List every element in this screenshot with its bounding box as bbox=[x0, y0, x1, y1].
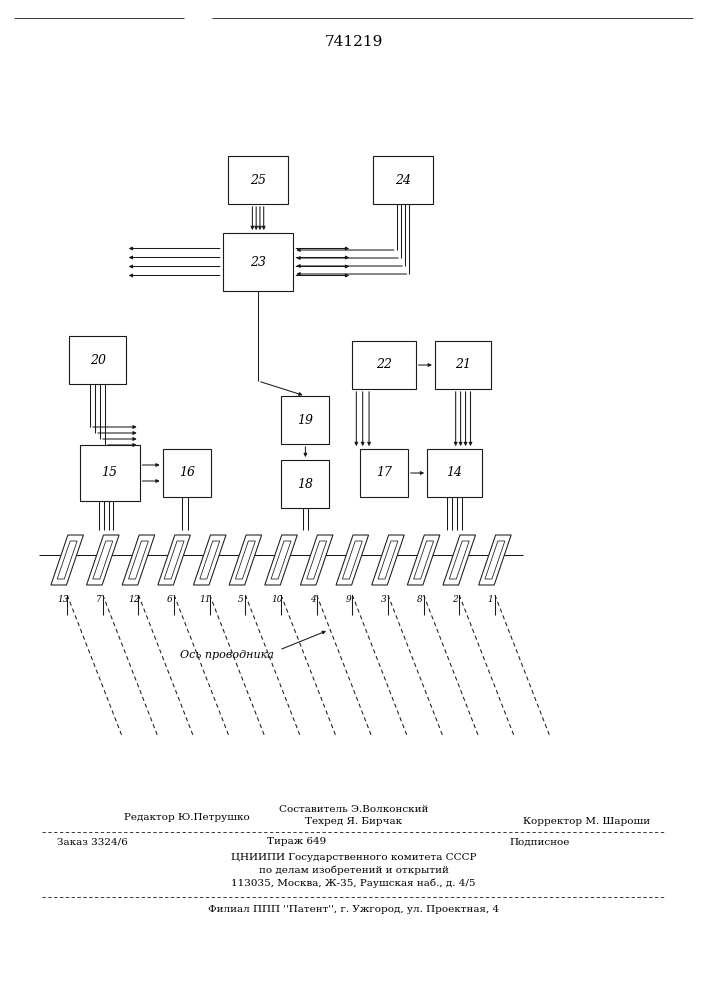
Text: 9: 9 bbox=[345, 595, 351, 604]
Polygon shape bbox=[86, 535, 119, 585]
Text: Техред Я. Бирчак: Техред Я. Бирчак bbox=[305, 818, 402, 826]
FancyBboxPatch shape bbox=[223, 233, 293, 291]
Polygon shape bbox=[479, 535, 511, 585]
Polygon shape bbox=[414, 541, 433, 579]
Text: 21: 21 bbox=[455, 359, 471, 371]
Polygon shape bbox=[194, 535, 226, 585]
FancyBboxPatch shape bbox=[79, 445, 140, 501]
Text: 17: 17 bbox=[376, 466, 392, 480]
Text: 3: 3 bbox=[381, 595, 387, 604]
Polygon shape bbox=[450, 541, 469, 579]
Text: 18: 18 bbox=[298, 478, 313, 490]
Polygon shape bbox=[378, 541, 398, 579]
Polygon shape bbox=[235, 541, 255, 579]
Text: 2: 2 bbox=[452, 595, 458, 604]
Text: 113035, Москва, Ж-35, Раушская наб., д. 4/5: 113035, Москва, Ж-35, Раушская наб., д. … bbox=[231, 878, 476, 888]
Text: 23: 23 bbox=[250, 255, 266, 268]
Text: Филиал ППП ''Патент'', г. Ужгород, ул. Проектная, 4: Филиал ППП ''Патент'', г. Ужгород, ул. П… bbox=[208, 906, 499, 914]
Polygon shape bbox=[300, 535, 333, 585]
Text: ЦНИИПИ Государственного комитета СССР: ЦНИИПИ Государственного комитета СССР bbox=[230, 852, 477, 861]
Polygon shape bbox=[336, 535, 368, 585]
FancyBboxPatch shape bbox=[360, 449, 408, 497]
Polygon shape bbox=[372, 535, 404, 585]
Text: 7: 7 bbox=[95, 595, 101, 604]
Text: 1: 1 bbox=[488, 595, 493, 604]
Polygon shape bbox=[485, 541, 505, 579]
Text: 4: 4 bbox=[310, 595, 315, 604]
Text: 8: 8 bbox=[416, 595, 422, 604]
Text: 24: 24 bbox=[395, 174, 411, 186]
Text: Редактор Ю.Петрушко: Редактор Ю.Петрушко bbox=[124, 814, 250, 822]
Polygon shape bbox=[407, 535, 440, 585]
FancyBboxPatch shape bbox=[435, 341, 491, 389]
Polygon shape bbox=[342, 541, 362, 579]
Text: 15: 15 bbox=[102, 466, 117, 480]
Text: Корректор М. Шароши: Корректор М. Шароши bbox=[523, 818, 650, 826]
Text: Составитель Э.Волконский: Составитель Э.Волконский bbox=[279, 806, 428, 814]
Polygon shape bbox=[122, 535, 155, 585]
Polygon shape bbox=[129, 541, 148, 579]
Text: 16: 16 bbox=[179, 466, 194, 480]
Text: 6: 6 bbox=[167, 595, 173, 604]
FancyBboxPatch shape bbox=[69, 336, 126, 384]
Text: 25: 25 bbox=[250, 174, 266, 186]
FancyBboxPatch shape bbox=[352, 341, 416, 389]
Text: Тираж 649: Тираж 649 bbox=[267, 838, 327, 846]
Text: 19: 19 bbox=[298, 414, 313, 426]
Polygon shape bbox=[51, 535, 83, 585]
Text: 13: 13 bbox=[57, 595, 69, 604]
FancyBboxPatch shape bbox=[373, 156, 433, 204]
FancyBboxPatch shape bbox=[163, 449, 211, 497]
Polygon shape bbox=[200, 541, 220, 579]
FancyBboxPatch shape bbox=[281, 460, 329, 508]
Polygon shape bbox=[264, 535, 297, 585]
Polygon shape bbox=[57, 541, 77, 579]
Text: по делам изобретений и открытий: по делам изобретений и открытий bbox=[259, 865, 448, 875]
Text: 20: 20 bbox=[90, 354, 105, 366]
Text: 10: 10 bbox=[271, 595, 283, 604]
FancyBboxPatch shape bbox=[427, 449, 482, 497]
Text: 741219: 741219 bbox=[325, 35, 382, 49]
Text: 12: 12 bbox=[129, 595, 140, 604]
Text: 14: 14 bbox=[447, 466, 462, 480]
Text: 22: 22 bbox=[376, 359, 392, 371]
Text: 11: 11 bbox=[200, 595, 211, 604]
Polygon shape bbox=[158, 535, 190, 585]
Text: Подписное: Подписное bbox=[509, 838, 569, 846]
Text: Ось проводника: Ось проводника bbox=[180, 650, 274, 660]
Text: Заказ 3324/6: Заказ 3324/6 bbox=[57, 838, 127, 846]
Polygon shape bbox=[443, 535, 476, 585]
Polygon shape bbox=[164, 541, 184, 579]
FancyBboxPatch shape bbox=[228, 156, 288, 204]
Polygon shape bbox=[307, 541, 327, 579]
FancyBboxPatch shape bbox=[281, 396, 329, 444]
Text: 5: 5 bbox=[238, 595, 244, 604]
Polygon shape bbox=[271, 541, 291, 579]
Polygon shape bbox=[93, 541, 112, 579]
Polygon shape bbox=[229, 535, 262, 585]
